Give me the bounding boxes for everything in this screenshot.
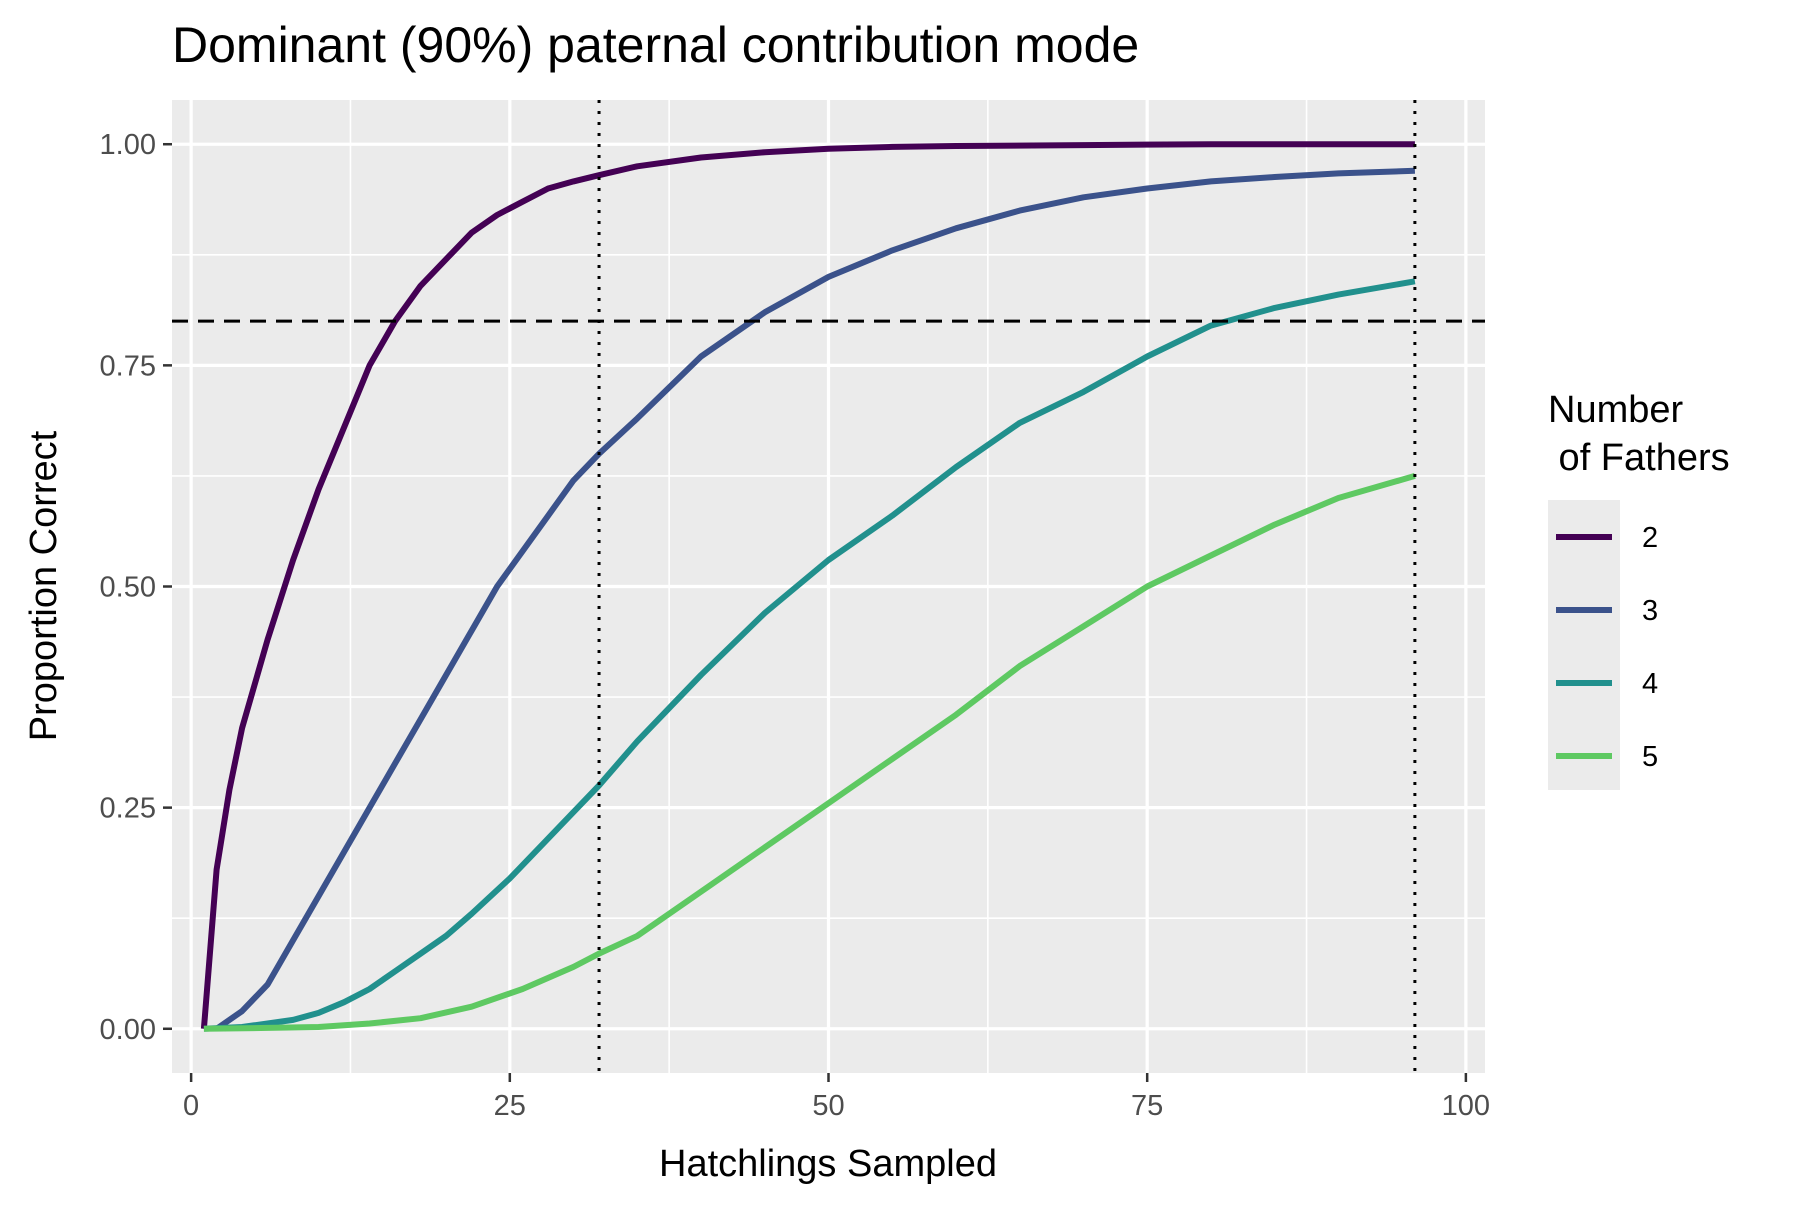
x-tick-label: 0 [183, 1090, 199, 1122]
x-tick-label: 75 [1131, 1090, 1163, 1122]
series-lines [200, 141, 1416, 1032]
legend-label-3: 3 [1642, 595, 1658, 627]
y-tick-label: 0.75 [100, 350, 156, 382]
reference-lines [172, 100, 1485, 1073]
legend: Number of Fathers 2 3 4 5 [1548, 389, 1730, 790]
y-tick-label: 0.25 [100, 793, 156, 825]
series-line-5 [203, 473, 1416, 1032]
legend-items: 2 3 4 5 [1556, 522, 1658, 773]
chart-title: Dominant (90%) paternal contribution mod… [172, 17, 1139, 73]
legend-title-line1: Number [1548, 389, 1683, 431]
x-tick-label: 50 [812, 1090, 844, 1122]
grid-major [172, 100, 1485, 1073]
legend-label-5: 5 [1642, 741, 1658, 773]
legend-title-line2: of Fathers [1548, 437, 1730, 479]
legend-label-2: 2 [1642, 522, 1658, 554]
x-axis-title: Hatchlings Sampled [659, 1143, 997, 1185]
series-line-3 [214, 167, 1416, 1032]
y-tick-label: 0.00 [100, 1014, 156, 1046]
y-axis-title: Proportion Correct [23, 430, 65, 741]
y-axis-ticks: 0.00 0.25 0.50 0.75 1.00 [100, 129, 172, 1046]
x-tick-label: 100 [1442, 1090, 1490, 1122]
y-tick-label: 0.50 [100, 572, 156, 604]
series-line-4 [203, 278, 1416, 1032]
x-axis-ticks: 0 25 50 75 100 [183, 1073, 1490, 1122]
legend-key-background [1548, 500, 1620, 790]
legend-label-4: 4 [1642, 668, 1658, 700]
x-tick-label: 25 [494, 1090, 526, 1122]
series-line-2 [200, 141, 1415, 1030]
y-tick-label: 1.00 [100, 129, 156, 161]
